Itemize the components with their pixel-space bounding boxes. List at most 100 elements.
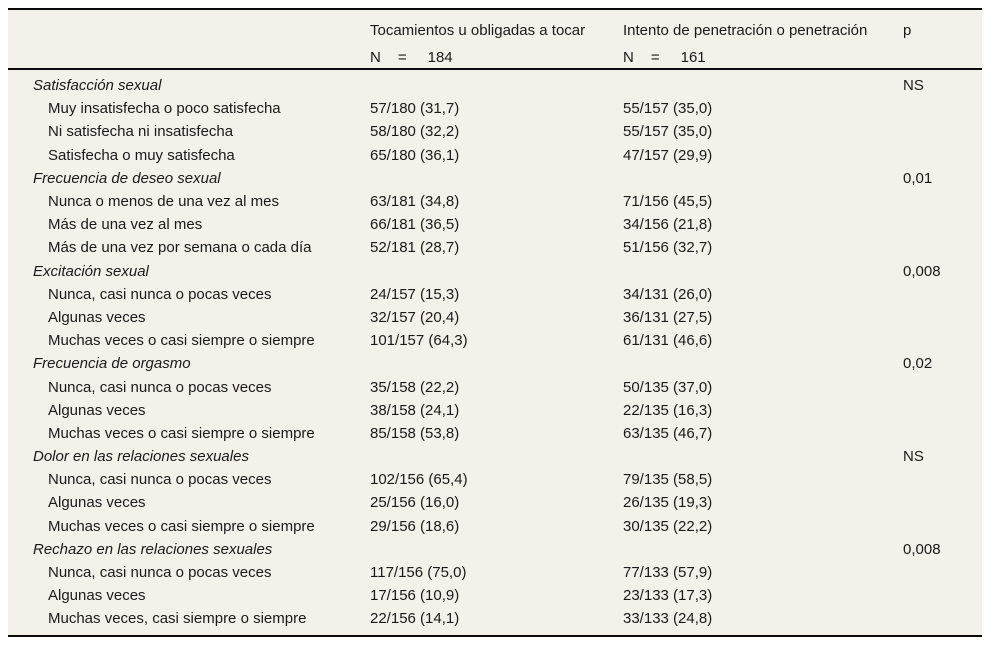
- group2-value: 55/157 (35,0): [623, 100, 713, 118]
- row-label: Más de una vez al mes: [48, 216, 203, 234]
- group2-value: 79/135 (58,5): [623, 471, 713, 489]
- table-row: Muchas veces o casi siempre o siempre 101…: [8, 329, 982, 352]
- section-header-row: Dolor en las relaciones sexuales NS: [8, 445, 982, 468]
- column-header-group2: Intento de penetración o penetración: [623, 22, 868, 39]
- group1-value: 58/180 (32,2): [370, 123, 460, 141]
- table-row: Algunas veces 25/156 (16,0) 26/135 (19,3): [8, 491, 982, 514]
- table-row: Muchas veces o casi siempre o siempre 29/…: [8, 515, 982, 538]
- group1-value: 66/181 (36,5): [370, 216, 460, 234]
- column-header-row: Tocamientos u obligadas a tocar Intento …: [8, 17, 982, 44]
- group1-value: 17/156 (10,9): [370, 587, 460, 605]
- section-title: Frecuencia de orgasmo: [33, 355, 191, 373]
- row-label: Algunas veces: [48, 494, 146, 512]
- row-label: Nunca, casi nunca o pocas veces: [48, 285, 272, 303]
- table-row: Muchas veces, casi siempre o siempre 22/1…: [8, 607, 982, 630]
- section-header-row: Rechazo en las relaciones sexuales 0,008: [8, 538, 982, 561]
- n-value: 161: [680, 49, 706, 66]
- table-row: Satisfecha o muy satisfecha 65/180 (36,1)…: [8, 144, 982, 167]
- p-value: 0,008: [903, 262, 941, 280]
- table-row: Nunca, casi nunca o pocas veces 24/157 (1…: [8, 283, 982, 306]
- sample-size-group1: N = 184: [370, 50, 623, 65]
- p-value: 0,02: [903, 355, 933, 373]
- group1-value: 32/157 (20,4): [370, 308, 460, 326]
- group2-value: 36/131 (27,5): [623, 308, 713, 326]
- n-label: N: [623, 49, 634, 66]
- table-row: Muchas veces o casi siempre o siempre 85/…: [8, 422, 982, 445]
- group2-value: 50/135 (37,0): [623, 378, 713, 396]
- group1-value: 24/157 (15,3): [370, 285, 460, 303]
- group2-value: 30/135 (22,2): [623, 517, 713, 535]
- section-header-row: Frecuencia de orgasmo 0,02: [8, 352, 982, 375]
- p-value: NS: [903, 448, 924, 466]
- row-label: Muchas veces o casi siempre o siempre: [48, 424, 315, 442]
- table-row: Más de una vez por semana o cada día 52/1…: [8, 236, 982, 259]
- group2-value: 61/131 (46,6): [623, 332, 713, 350]
- group2-value: 22/135 (16,3): [623, 401, 713, 419]
- group1-value: 101/157 (64,3): [370, 332, 468, 350]
- group2-value: 63/135 (46,7): [623, 424, 713, 442]
- group2-value: 33/133 (24,8): [623, 610, 713, 628]
- table-row: Nunca o menos de una vez al mes 63/181 (3…: [8, 190, 982, 213]
- group1-value: 38/158 (24,1): [370, 401, 460, 419]
- p-value: 0,008: [903, 540, 941, 558]
- group1-value: 117/156 (75,0): [370, 564, 467, 582]
- p-value: 0,01: [903, 169, 933, 187]
- table-row: Muy insatisfecha o poco satisfecha 57/180…: [8, 97, 982, 120]
- section-title: Frecuencia de deseo sexual: [33, 169, 221, 187]
- row-label: Muy insatisfecha o poco satisfecha: [48, 100, 281, 118]
- group2-value: 23/133 (17,3): [623, 587, 713, 605]
- group1-value: 63/181 (34,8): [370, 193, 460, 211]
- n-value: 184: [427, 49, 453, 66]
- section-title: Excitación sexual: [33, 262, 149, 280]
- group1-value: 85/158 (53,8): [370, 424, 460, 442]
- p-value: NS: [903, 77, 924, 95]
- group2-value: 77/133 (57,9): [623, 564, 713, 582]
- group1-value: 22/156 (14,1): [370, 610, 460, 628]
- table-body: Satisfacción sexual NS Muy insatisfecha o …: [8, 70, 982, 635]
- group1-value: 29/156 (18,6): [370, 517, 460, 535]
- row-label: Muchas veces, casi siempre o siempre: [48, 610, 307, 628]
- group2-value: 34/131 (26,0): [623, 285, 713, 303]
- group2-value: 26/135 (19,3): [623, 494, 713, 512]
- sample-size-row: N = 184 N = 161: [8, 44, 982, 71]
- row-label: Nunca o menos de una vez al mes: [48, 193, 279, 211]
- section-title: Rechazo en las relaciones sexuales: [33, 540, 273, 558]
- n-label: N: [370, 49, 381, 66]
- equals-sign: =: [650, 49, 660, 66]
- section-header-row: Frecuencia de deseo sexual 0,01: [8, 167, 982, 190]
- table-row: Nunca, casi nunca o pocas veces 102/156 (…: [8, 468, 982, 491]
- group1-value: 102/156 (65,4): [370, 471, 468, 489]
- equals-sign: =: [397, 49, 407, 66]
- row-label: Más de una vez por semana o cada día: [48, 239, 312, 257]
- table-row: Nunca, casi nunca o pocas veces 35/158 (2…: [8, 375, 982, 398]
- table-row: Algunas veces 38/158 (24,1) 22/135 (16,3): [8, 399, 982, 422]
- row-label: Algunas veces: [48, 401, 146, 419]
- section-title: Dolor en las relaciones sexuales: [33, 448, 249, 466]
- group1-value: 65/180 (36,1): [370, 146, 460, 164]
- section-header-row: Excitación sexual 0,008: [8, 260, 982, 283]
- row-label: Ni satisfecha ni insatisfecha: [48, 123, 234, 141]
- row-label: Muchas veces o casi siempre o siempre: [48, 332, 315, 350]
- table-header: Tocamientos u obligadas a tocar Intento …: [8, 10, 982, 70]
- column-header-group1: Tocamientos u obligadas a tocar: [370, 22, 586, 39]
- column-header-p: p: [903, 22, 912, 39]
- group2-value: 51/156 (32,7): [623, 239, 713, 257]
- group1-value: 52/181 (28,7): [370, 239, 460, 257]
- group2-value: 55/157 (35,0): [623, 123, 713, 141]
- row-label: Muchas veces o casi siempre o siempre: [48, 517, 315, 535]
- group2-value: 47/157 (29,9): [623, 146, 713, 164]
- row-label: Nunca, casi nunca o pocas veces: [48, 378, 272, 396]
- row-label: Nunca, casi nunca o pocas veces: [48, 471, 272, 489]
- row-label: Nunca, casi nunca o pocas veces: [48, 564, 272, 582]
- sample-size-group2: N = 161: [623, 50, 903, 65]
- table-row: Ni satisfecha ni insatisfecha 58/180 (32,…: [8, 120, 982, 143]
- table-row: Nunca, casi nunca o pocas veces 117/156 (…: [8, 561, 982, 584]
- group1-value: 25/156 (16,0): [370, 494, 460, 512]
- table-row: Algunas veces 32/157 (20,4) 36/131 (27,5): [8, 306, 982, 329]
- row-label: Satisfecha o muy satisfecha: [48, 146, 235, 164]
- table-row: Algunas veces 17/156 (10,9) 23/133 (17,3): [8, 584, 982, 607]
- row-label: Algunas veces: [48, 308, 146, 326]
- row-label: Algunas veces: [48, 587, 146, 605]
- section-title: Satisfacción sexual: [33, 77, 162, 95]
